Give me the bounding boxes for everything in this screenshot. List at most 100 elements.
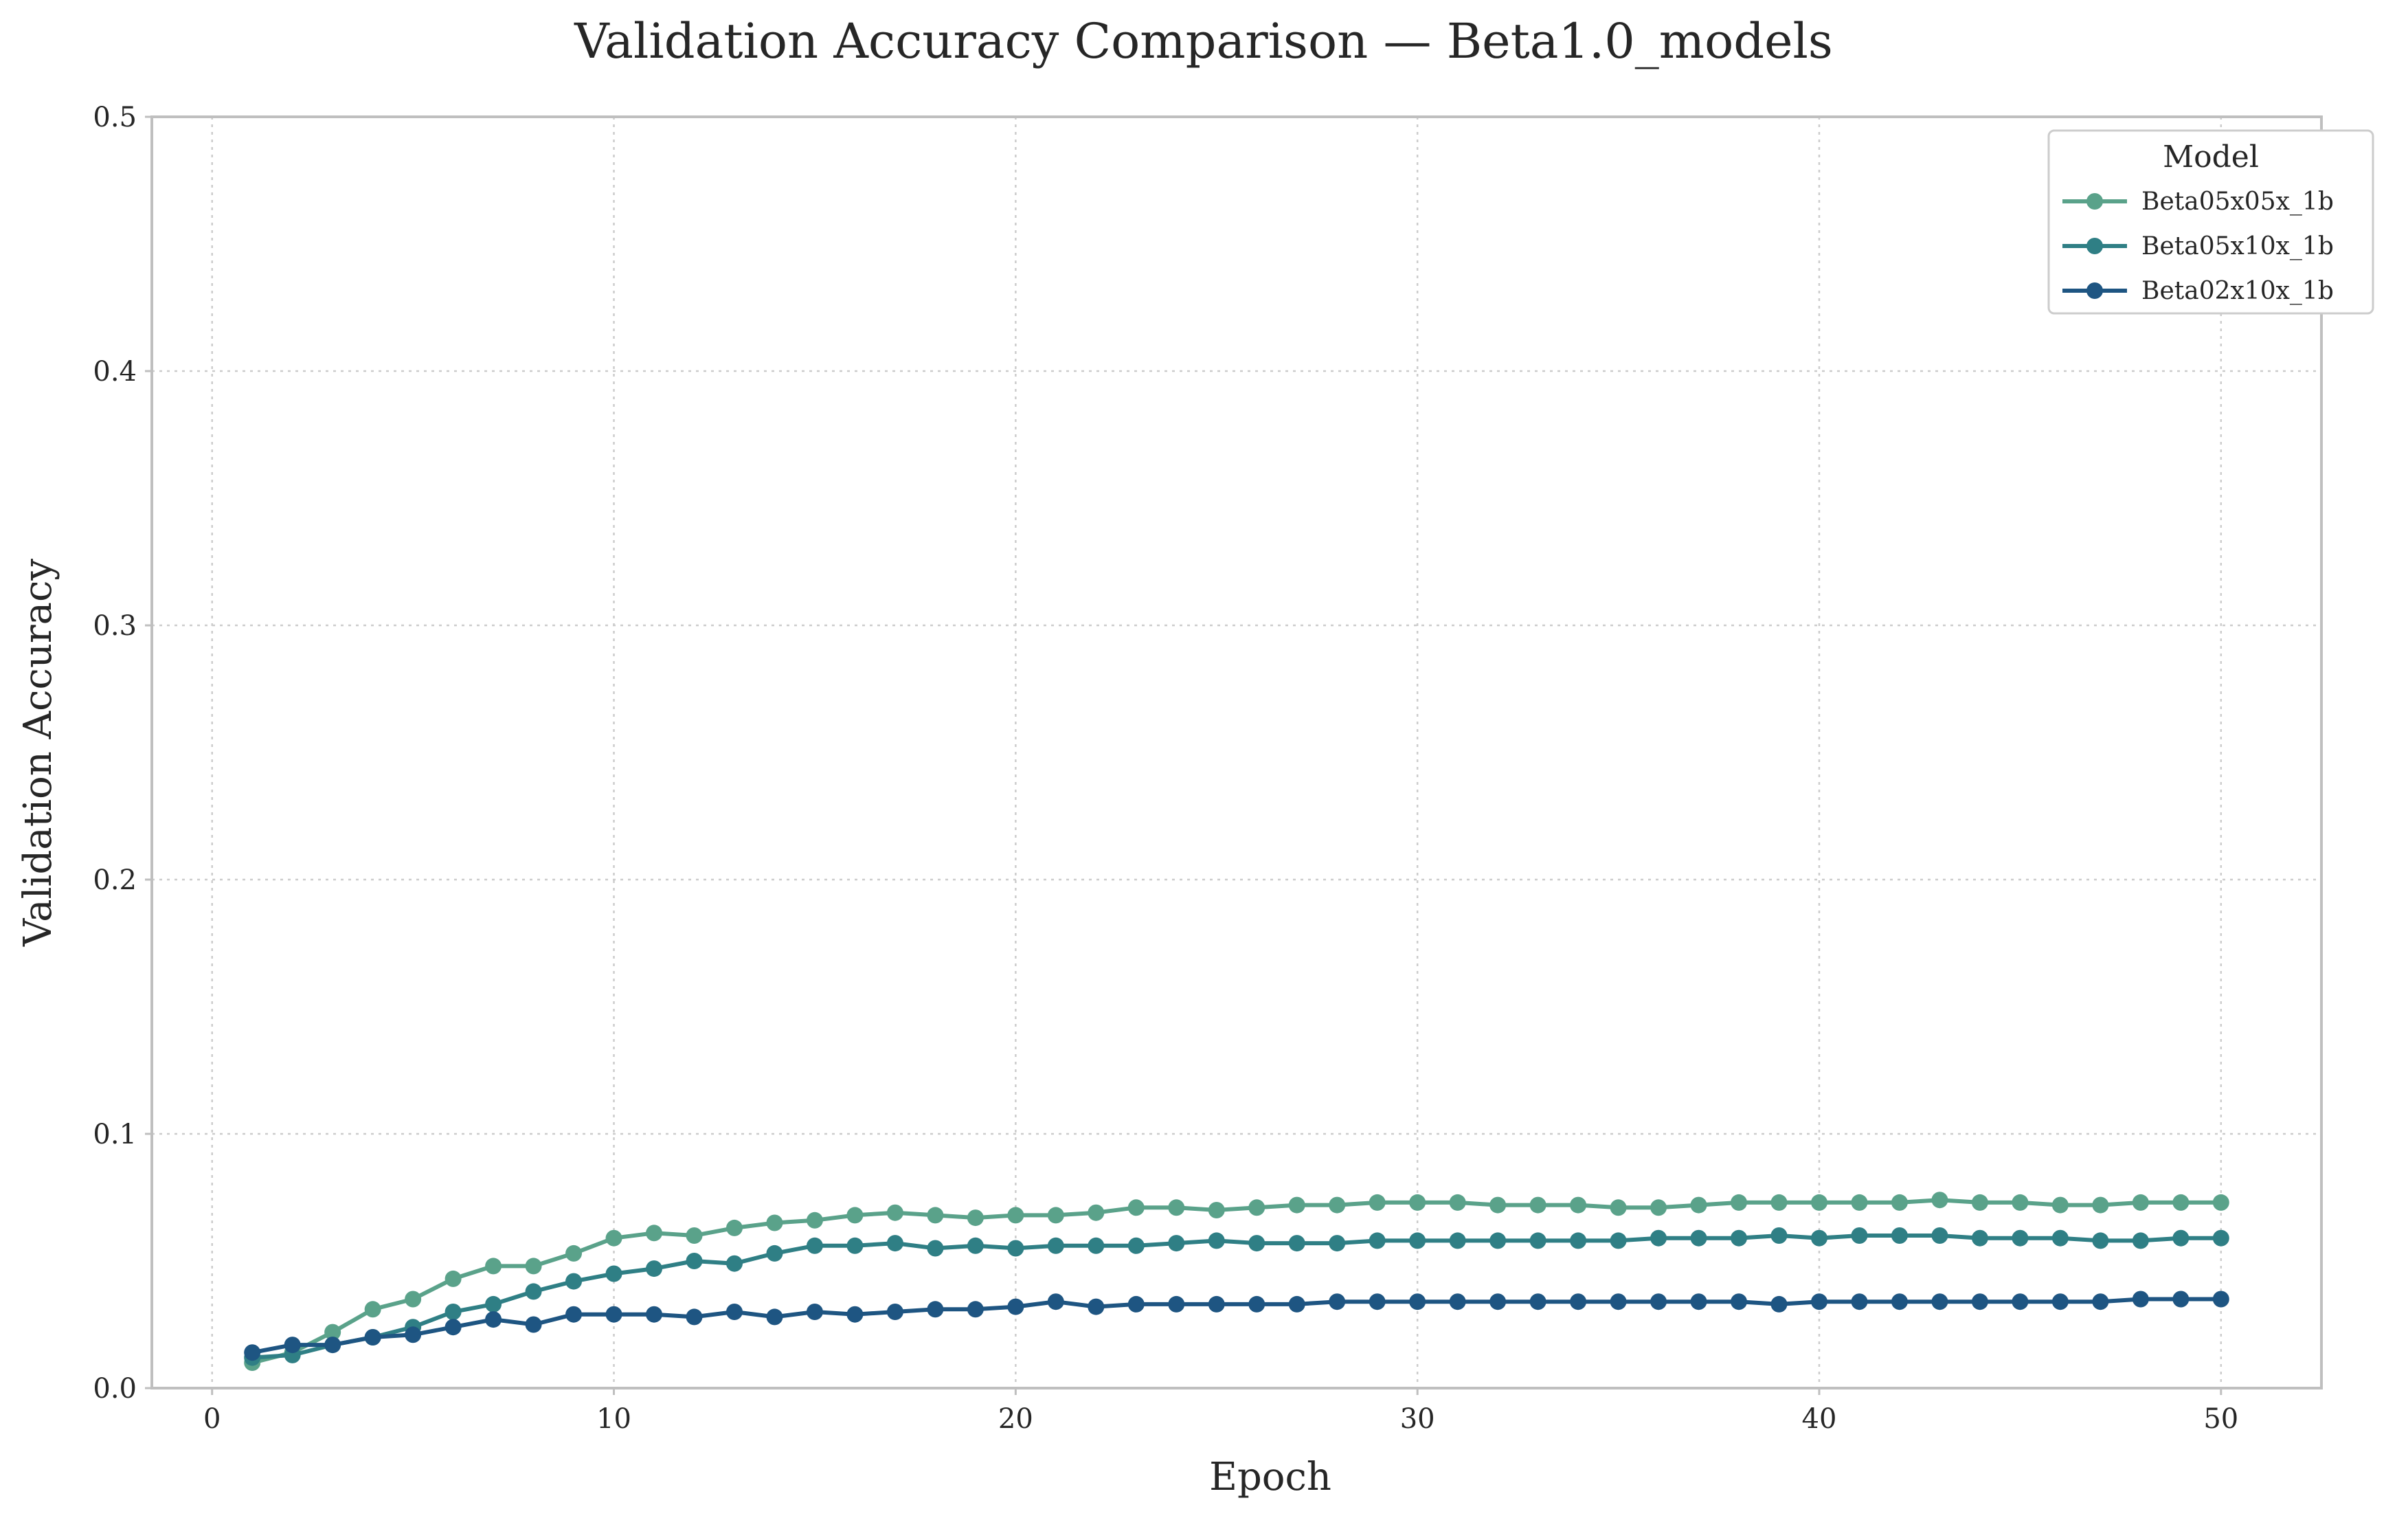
- data-point: [886, 1204, 903, 1221]
- data-point: [1329, 1196, 1346, 1214]
- data-point: [766, 1308, 783, 1326]
- data-point: [2092, 1196, 2109, 1214]
- legend: Model Beta05x05x_1b Beta05x10x_1b Beta02x1…: [2047, 129, 2374, 315]
- data-point: [525, 1316, 542, 1333]
- data-point: [405, 1326, 422, 1343]
- data-point: [1971, 1293, 1988, 1310]
- data-point: [1690, 1293, 1707, 1310]
- data-point: [1610, 1293, 1627, 1310]
- data-point: [766, 1244, 783, 1262]
- data-point: [1288, 1295, 1305, 1313]
- data-point: [1851, 1194, 1868, 1211]
- data-point: [1810, 1229, 1827, 1247]
- data-point: [1570, 1293, 1587, 1310]
- data-point: [846, 1207, 864, 1224]
- data-point: [2051, 1293, 2069, 1310]
- data-point: [445, 1319, 462, 1336]
- data-point: [1288, 1235, 1305, 1252]
- data-point: [725, 1255, 743, 1272]
- data-point: [1449, 1194, 1466, 1211]
- data-point: [1007, 1298, 1024, 1315]
- data-point: [927, 1301, 944, 1318]
- data-point: [646, 1306, 663, 1323]
- data-point: [485, 1258, 502, 1275]
- legend-swatch-marker: [2086, 193, 2103, 210]
- y-tick-label: 0.0: [93, 1373, 137, 1405]
- data-point: [967, 1301, 984, 1318]
- data-point: [565, 1306, 583, 1323]
- data-point: [1088, 1298, 1105, 1315]
- legend-entry: Beta05x10x_1b: [2062, 232, 2334, 260]
- data-point: [2051, 1229, 2069, 1247]
- data-point: [284, 1337, 301, 1354]
- y-tick-label: 0.3: [93, 610, 137, 642]
- chart-title: Validation Accuracy Comparison — Beta1.0…: [574, 13, 1833, 69]
- series-Beta05x05x_1b: [244, 1192, 2229, 1371]
- data-point: [605, 1265, 622, 1282]
- data-point: [1851, 1227, 1868, 1244]
- data-point: [927, 1240, 944, 1257]
- data-point: [1449, 1293, 1466, 1310]
- data-point: [1409, 1194, 1426, 1211]
- data-point: [1610, 1232, 1627, 1249]
- data-point: [244, 1344, 261, 1361]
- data-point: [1931, 1192, 1948, 1209]
- y-tick-label: 0.2: [93, 864, 137, 896]
- x-tick-label: 50: [2203, 1403, 2238, 1435]
- data-point: [324, 1324, 341, 1341]
- data-point: [806, 1212, 823, 1229]
- data-point: [1369, 1194, 1386, 1211]
- data-point: [967, 1237, 984, 1254]
- plot-frame: [150, 115, 2323, 1389]
- data-point: [1007, 1207, 1024, 1224]
- data-point: [1931, 1227, 1948, 1244]
- data-point: [1650, 1199, 1667, 1216]
- data-point: [324, 1337, 341, 1354]
- data-point: [1570, 1196, 1587, 1214]
- data-point: [1409, 1293, 1426, 1310]
- data-point: [2012, 1293, 2029, 1310]
- data-point: [525, 1283, 542, 1300]
- legend-label: Beta02x10x_1b: [2141, 277, 2334, 305]
- data-point: [1931, 1293, 1948, 1310]
- data-point: [445, 1270, 462, 1287]
- data-point: [2092, 1232, 2109, 1249]
- y-axis-label: Validation Accuracy: [16, 559, 60, 947]
- data-point: [1770, 1194, 1788, 1211]
- data-point: [605, 1306, 622, 1323]
- data-point: [1690, 1229, 1707, 1247]
- data-point: [1248, 1199, 1265, 1216]
- legend-title: Model: [2163, 139, 2259, 175]
- data-point: [565, 1273, 583, 1290]
- data-point: [364, 1301, 381, 1318]
- data-point: [1248, 1235, 1265, 1252]
- data-point: [2132, 1194, 2149, 1211]
- data-point: [1731, 1229, 1748, 1247]
- y-tick-label: 0.5: [93, 102, 137, 133]
- data-point: [1489, 1293, 1507, 1310]
- data-point: [1047, 1293, 1064, 1310]
- data-point: [2172, 1229, 2190, 1247]
- data-point: [1489, 1232, 1507, 1249]
- data-point: [967, 1209, 984, 1227]
- data-point: [1891, 1227, 1908, 1244]
- data-point: [1088, 1204, 1105, 1221]
- data-point: [1650, 1229, 1667, 1247]
- data-point: [686, 1253, 703, 1269]
- x-axis-label: Epoch: [1209, 1455, 1331, 1499]
- data-point: [766, 1214, 783, 1231]
- legend-label: Beta05x10x_1b: [2141, 232, 2334, 260]
- y-tick-label: 0.4: [93, 356, 137, 388]
- data-point: [1369, 1232, 1386, 1249]
- data-point: [806, 1304, 823, 1320]
- series-Beta02x10x_1b: [244, 1291, 2229, 1361]
- data-point: [846, 1306, 864, 1323]
- data-point: [1047, 1237, 1064, 1254]
- data-point: [1731, 1293, 1748, 1310]
- data-point: [1127, 1199, 1145, 1216]
- data-point: [1168, 1235, 1185, 1252]
- axis-ticks: 0 10 20 30 40 50 0.0 0.1 0.2 0.3 0.4 0.5: [93, 102, 2238, 1435]
- data-point: [686, 1227, 703, 1244]
- data-point: [1409, 1232, 1426, 1249]
